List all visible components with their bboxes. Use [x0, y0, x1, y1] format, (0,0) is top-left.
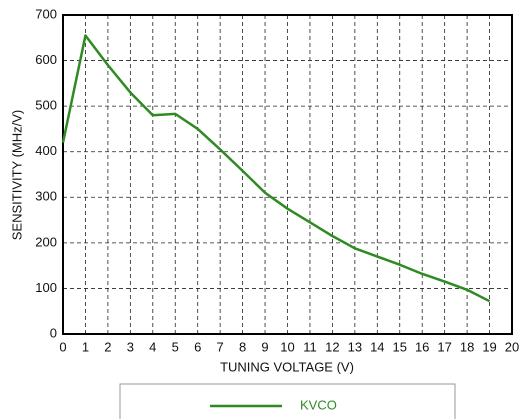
x-tick-label: 2 [104, 339, 111, 354]
x-tick-label: 3 [127, 339, 134, 354]
x-tick-label: 7 [217, 339, 224, 354]
legend-box [119, 383, 456, 419]
x-tick-label: 18 [460, 339, 474, 354]
y-tick-label: 100 [35, 280, 57, 295]
x-tick-label: 15 [393, 339, 407, 354]
y-tick-label: 400 [35, 143, 57, 158]
x-tick-label: 8 [239, 339, 246, 354]
x-tick-label: 11 [303, 339, 317, 354]
x-tick-label: 13 [348, 339, 362, 354]
x-tick-label: 16 [415, 339, 429, 354]
x-tick-label: 0 [59, 339, 66, 354]
y-tick-label: 600 [35, 52, 57, 67]
x-tick-label: 10 [280, 339, 294, 354]
x-tick-label: 9 [261, 339, 268, 354]
x-tick-label: 6 [194, 339, 201, 354]
y-axis-label: SENSITIVITY (MHz/V) [9, 110, 24, 241]
line [61, 34, 491, 303]
x-tick-label: 1 [82, 339, 89, 354]
x-tick-label: 19 [482, 339, 496, 354]
y-tick-label: 300 [35, 189, 57, 204]
plot-frame [62, 14, 513, 335]
x-tick-label: 5 [172, 339, 179, 354]
x-tick-label: 17 [437, 339, 451, 354]
x-tick-label: 14 [370, 339, 384, 354]
x-tick-label: 20 [505, 339, 519, 354]
x-axis-label: TUNING VOLTAGE (V) [220, 359, 354, 374]
y-tick-label: 500 [35, 98, 57, 113]
y-tick-label: 200 [35, 234, 57, 249]
legend-label: KVCO [300, 397, 337, 412]
y-tick-label: 0 [50, 325, 57, 340]
y-tick-label: 700 [35, 6, 57, 21]
x-tick-label: 4 [149, 339, 156, 354]
x-tick-label: 12 [325, 339, 339, 354]
